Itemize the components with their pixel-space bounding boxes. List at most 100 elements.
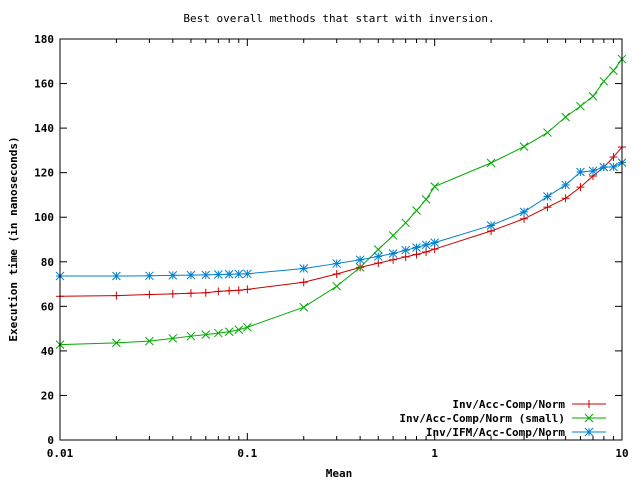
marker-stroke: [412, 243, 421, 252]
data-point: [520, 214, 529, 223]
marker-stroke: [213, 328, 223, 338]
y-tick-label: 160: [34, 78, 54, 91]
data-point: [225, 286, 234, 295]
data-point: [332, 259, 342, 268]
marker-stroke: [388, 249, 398, 258]
marker-stroke: [332, 281, 342, 291]
x-axis-label: Mean: [326, 467, 353, 480]
marker-stroke: [401, 218, 411, 228]
data-point: [332, 281, 342, 291]
data-point: [145, 271, 154, 281]
marker-stroke: [588, 91, 598, 101]
data-point: [201, 270, 211, 280]
marker-stroke: [609, 66, 618, 75]
data-point: [584, 427, 594, 437]
data-point: [201, 330, 211, 339]
data-point: [543, 192, 552, 201]
marker-stroke: [561, 180, 570, 190]
data-point: [519, 142, 529, 151]
data-point: [599, 162, 609, 172]
data-point: [243, 285, 252, 294]
marker-stroke: [543, 192, 552, 201]
data-point: [234, 269, 244, 279]
data-point: [588, 91, 598, 101]
data-point: [588, 166, 598, 176]
y-tick-label: 180: [34, 33, 54, 46]
marker-stroke: [584, 427, 594, 437]
marker-stroke: [242, 269, 252, 279]
y-tick-label: 140: [34, 122, 54, 135]
data-point: [576, 167, 585, 177]
chart-title: Best overall methods that start with inv…: [183, 12, 494, 25]
data-point: [242, 269, 252, 279]
data-point: [430, 238, 440, 247]
data-point: [599, 76, 609, 86]
marker-stroke: [543, 128, 552, 137]
marker-stroke: [299, 302, 309, 312]
data-point: [145, 336, 154, 346]
legend-label: Inv/IFM/Acc-Comp/Norm: [426, 426, 565, 439]
data-point: [332, 270, 341, 279]
series-2: [55, 54, 627, 350]
marker-stroke: [112, 338, 121, 348]
data-point: [299, 264, 309, 273]
series-line: [60, 162, 623, 277]
x-tick-label: 10: [615, 447, 628, 460]
marker-stroke: [201, 270, 211, 280]
marker-stroke: [519, 207, 529, 217]
data-point: [422, 247, 431, 256]
data-point: [609, 66, 618, 75]
data-point: [373, 252, 383, 261]
data-point: [412, 206, 421, 215]
marker-stroke: [412, 206, 421, 215]
marker-stroke: [186, 331, 196, 341]
data-point: [401, 218, 411, 228]
marker-stroke: [242, 322, 252, 332]
data-point: [421, 240, 431, 250]
data-point: [609, 162, 618, 172]
data-point: [213, 270, 223, 279]
series-line: [59, 58, 623, 346]
marker-stroke: [201, 330, 211, 339]
data-point: [576, 183, 585, 192]
data-point: [561, 112, 570, 122]
marker-stroke: [576, 167, 585, 177]
marker-stroke: [599, 162, 609, 172]
marker-stroke: [213, 270, 223, 279]
data-point: [234, 325, 244, 335]
marker-stroke: [355, 255, 365, 265]
marker-stroke: [299, 264, 309, 273]
data-point: [168, 289, 177, 298]
marker-stroke: [401, 245, 411, 255]
legend-entry-2: Inv/Acc-Comp/Norm (small): [399, 412, 606, 425]
data-point: [401, 252, 410, 261]
data-point: [609, 153, 618, 162]
data-point: [486, 221, 496, 230]
data-point: [374, 259, 383, 268]
data-point: [401, 245, 411, 255]
marker-stroke: [168, 271, 178, 280]
data-point: [412, 250, 421, 259]
y-tick-label: 20: [41, 389, 54, 402]
data-point: [224, 269, 234, 279]
marker-stroke: [224, 327, 234, 337]
marker-stroke: [355, 262, 365, 272]
data-point: [213, 328, 223, 338]
y-tick-label: 120: [34, 167, 54, 180]
marker-stroke: [373, 252, 383, 261]
data-point: [543, 203, 552, 212]
data-point: [584, 413, 594, 423]
x-tick-label: 1: [431, 447, 438, 460]
data-point: [486, 158, 496, 168]
y-axis-label: Execution time (in nanoseconds): [7, 136, 20, 341]
y-tick-label: 0: [47, 434, 54, 447]
legend-label: Inv/Acc-Comp/Norm (small): [399, 412, 565, 425]
legend-label: Inv/Acc-Comp/Norm: [452, 398, 565, 411]
marker-stroke: [373, 245, 383, 254]
y-tick-label: 80: [41, 256, 54, 269]
marker-stroke: [430, 238, 440, 247]
data-point: [112, 271, 121, 281]
data-point: [168, 334, 178, 343]
